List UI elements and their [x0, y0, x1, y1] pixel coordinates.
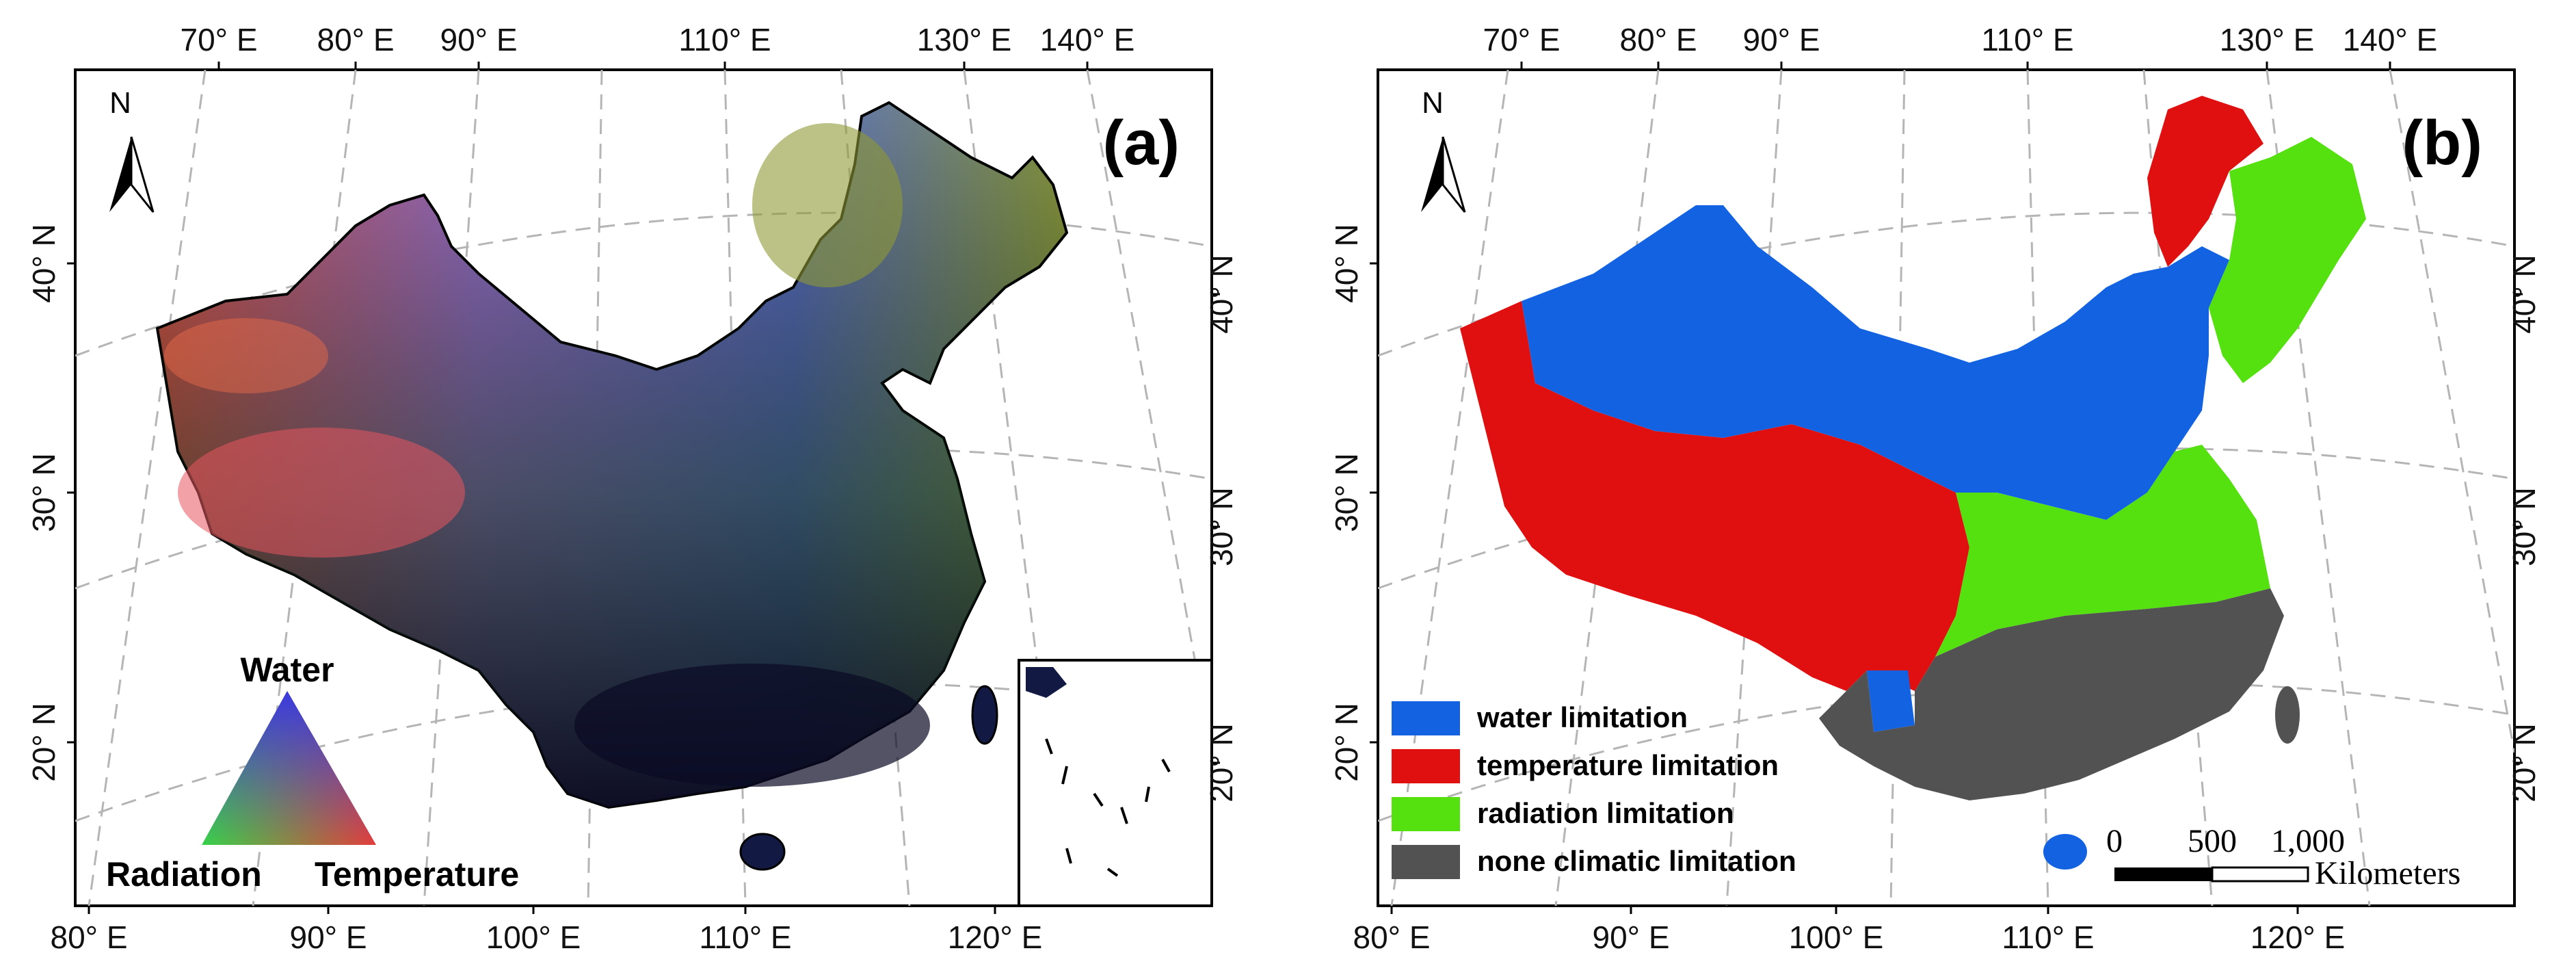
- north-label-a: N: [109, 86, 131, 120]
- left-tick-label: 20° N: [1329, 703, 1364, 782]
- top-tick-label: 80° E: [317, 22, 394, 57]
- scale-label-500: 500: [2188, 823, 2237, 859]
- bottom-tick-label: 90° E: [289, 919, 367, 955]
- axis-ticks-a: 70° E 80° E 90° E 110° E 130° E 140° E 80° E 90…: [26, 22, 1239, 955]
- bottom-tick-label: 80° E: [50, 919, 127, 955]
- left-tick-label: 40° N: [26, 224, 62, 303]
- scale-unit: Kilometers: [2315, 855, 2460, 891]
- top-tick-label: 80° E: [1619, 22, 1697, 57]
- taiwan-island-b: [2275, 686, 2300, 744]
- bottom-tick-label: 110° E: [699, 919, 791, 955]
- legend-label-radiation: radiation limitation: [1477, 797, 1734, 829]
- top-tick-label: 110° E: [678, 22, 771, 57]
- bottom-tick-label: 120° E: [948, 919, 1043, 955]
- right-tick-label: 40° N: [2506, 254, 2542, 334]
- bottom-tick-label: 100° E: [486, 919, 581, 955]
- left-tick-label: 40° N: [1329, 224, 1364, 303]
- bottom-tick-label: 120° E: [2250, 919, 2346, 955]
- left-tick-label: 30° N: [26, 453, 62, 532]
- hainan-island-a: [739, 833, 786, 871]
- triangle-label-water: Water: [240, 651, 334, 689]
- legend-swatch-temperature: [1392, 749, 1460, 783]
- china-map-a: [155, 101, 1069, 871]
- right-tick-label: 40° N: [1204, 254, 1239, 334]
- left-tick-label: 20° N: [26, 703, 62, 782]
- north-arrow-b: N: [1421, 86, 1466, 213]
- triangle-label-radiation: Radiation: [106, 855, 262, 893]
- taiwan-island-a: [971, 685, 998, 745]
- legend-label-none: none climatic limitation: [1477, 845, 1796, 877]
- panel-b: N (b) water limitation temperature limit…: [1329, 22, 2542, 955]
- bottom-tick-label: 80° E: [1353, 919, 1430, 955]
- top-tick-label: 110° E: [1981, 22, 2073, 57]
- right-tick-label: 20° N: [2506, 723, 2542, 802]
- bottom-tick-label: 110° E: [2002, 919, 2094, 955]
- panel-label-a: (a): [1103, 108, 1180, 178]
- top-tick-label: 70° E: [180, 22, 257, 57]
- zone-water-limitation: [1522, 205, 2229, 520]
- top-tick-label: 140° E: [1040, 22, 1135, 57]
- zone-temperature-limitation-northeast: [2147, 96, 2263, 267]
- legend-swatch-none: [1392, 845, 1460, 879]
- right-tick-label: 20° N: [1204, 723, 1239, 802]
- zone-radiation-limitation-northeast: [2209, 137, 2366, 383]
- hainan-island-b: [2043, 834, 2087, 870]
- zone-temperature-limitation: [1460, 301, 1969, 691]
- right-tick-label: 30° N: [2506, 487, 2542, 566]
- top-tick-label: 90° E: [1742, 22, 1820, 57]
- axis-ticks-b: 70° E 80° E 90° E 110° E 130° E 140° E 80° E 90…: [1329, 22, 2542, 955]
- zone-water-limitation-south: [1867, 670, 1915, 732]
- legend-swatch-water: [1392, 701, 1460, 735]
- bottom-tick-label: 100° E: [1789, 919, 1884, 955]
- right-tick-label: 30° N: [1204, 487, 1239, 566]
- top-tick-label: 70° E: [1483, 22, 1560, 57]
- legend-label-water: water limitation: [1476, 701, 1688, 733]
- top-tick-label: 130° E: [2220, 22, 2315, 57]
- legend-label-temperature: temperature limitation: [1477, 749, 1779, 781]
- china-map-b: [1460, 96, 2366, 870]
- scale-bar: 0 500 1,000 Kilometers: [2106, 823, 2460, 891]
- limitation-legend: water limitation temperature limitation …: [1392, 701, 1796, 879]
- triangle-label-temperature: Temperature: [315, 855, 519, 893]
- scale-label-1000: 1,000: [2271, 823, 2345, 859]
- north-label-b: N: [1422, 86, 1444, 120]
- triangle-legend: Water Radiation Temperature: [106, 651, 519, 893]
- panel-label-b: (b): [2402, 108, 2482, 178]
- top-tick-label: 140° E: [2343, 22, 2438, 57]
- panel-a: N (a) Water Radiation Temperature 70° E 8…: [26, 22, 1239, 955]
- north-arrow-a: N: [109, 86, 155, 213]
- legend-swatch-radiation: [1392, 797, 1460, 831]
- left-tick-label: 30° N: [1329, 453, 1364, 532]
- top-tick-label: 130° E: [917, 22, 1012, 57]
- scale-label-0: 0: [2106, 823, 2123, 859]
- south-china-sea-inset-a: [1018, 659, 1213, 907]
- zone-radiation-limitation: [1935, 445, 2270, 657]
- zone-none-climatic-limitation: [1819, 588, 2284, 800]
- top-tick-label: 90° E: [440, 22, 517, 57]
- bottom-tick-label: 90° E: [1592, 919, 1669, 955]
